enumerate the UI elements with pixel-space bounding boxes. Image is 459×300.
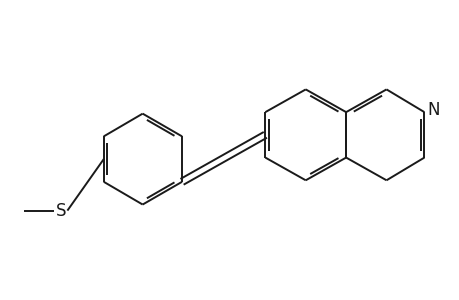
Text: S: S xyxy=(56,202,66,220)
Text: N: N xyxy=(426,100,438,118)
